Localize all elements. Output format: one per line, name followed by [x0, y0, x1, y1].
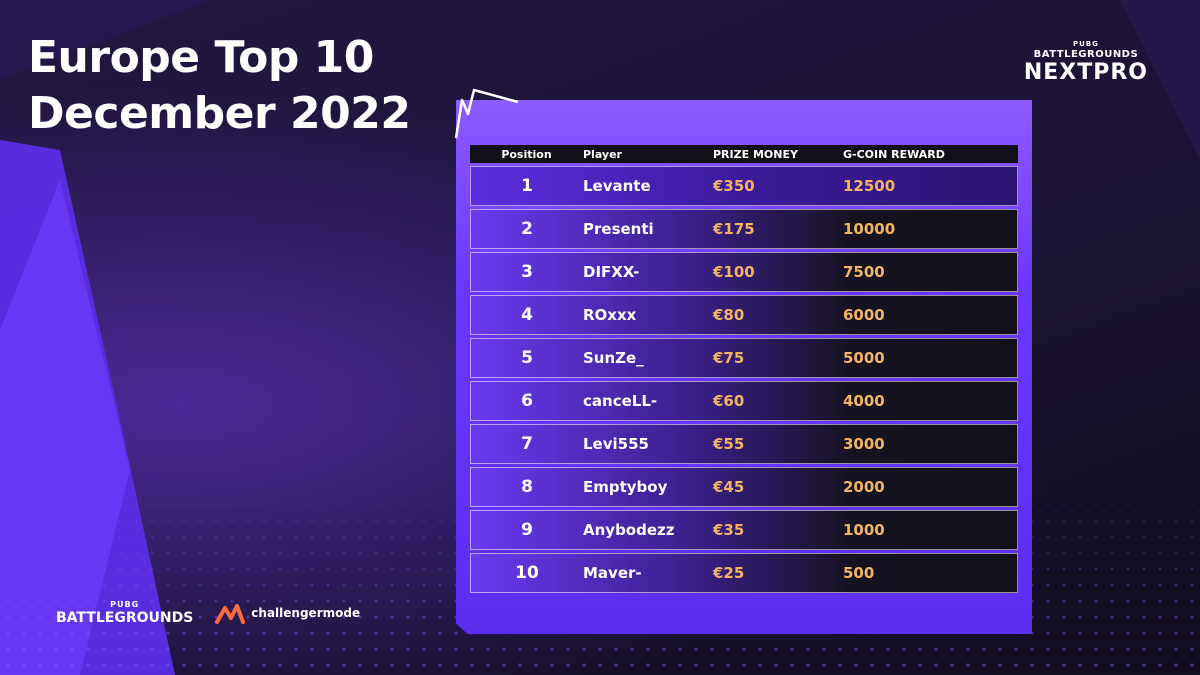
page-title: Europe Top 10 December 2022 [28, 30, 411, 142]
cell-player: Presenti [583, 209, 713, 249]
title-line-2: December 2022 [28, 88, 411, 139]
nextpro-logo: PUBG BATTLEGROUNDS NEXTPRO [1024, 40, 1148, 85]
title-line-1: Europe Top 10 [28, 32, 374, 83]
cell-position: 2 [470, 209, 583, 249]
cell-prize: €350 [713, 166, 843, 206]
cell-coin: 12500 [843, 166, 1018, 206]
pubg-logo-top: PUBG [110, 600, 140, 609]
cell-coin: 5000 [843, 338, 1018, 378]
cell-prize: €55 [713, 424, 843, 464]
cell-player: canceLL- [583, 381, 713, 421]
table-header-row: Position Player PRIZE MONEY G-COIN REWAR… [470, 145, 1018, 163]
spark-icon [454, 88, 519, 139]
header-prize-money: PRIZE MONEY [713, 145, 843, 163]
cell-coin: 3000 [843, 424, 1018, 464]
table-row: 7 Levi555 €55 3000 [470, 424, 1018, 464]
cell-position: 9 [470, 510, 583, 550]
cell-coin: 6000 [843, 295, 1018, 335]
challengermode-icon [215, 604, 246, 624]
cell-player: DIFXX- [583, 252, 713, 292]
table-row: 6 canceLL- €60 4000 [470, 381, 1018, 421]
leaderboard-table: Position Player PRIZE MONEY G-COIN REWAR… [470, 142, 1018, 596]
cell-player: Levi555 [583, 424, 713, 464]
cell-prize: €45 [713, 467, 843, 507]
cell-position: 3 [470, 252, 583, 292]
header-g-coin-reward: G-COIN REWARD [843, 145, 1018, 163]
table-row: 1 Levante €350 12500 [470, 166, 1018, 206]
cell-coin: 2000 [843, 467, 1018, 507]
cell-position: 6 [470, 381, 583, 421]
table-row: 9 Anybodezz €35 1000 [470, 510, 1018, 550]
header-player: Player [583, 145, 713, 163]
cell-coin: 4000 [843, 381, 1018, 421]
table-row: 3 DIFXX- €100 7500 [470, 252, 1018, 292]
table-row: 8 Emptyboy €45 2000 [470, 467, 1018, 507]
cell-position: 4 [470, 295, 583, 335]
cell-prize: €175 [713, 209, 843, 249]
brand-mid: BATTLEGROUNDS [1033, 49, 1139, 60]
cell-prize: €60 [713, 381, 843, 421]
cell-prize: €80 [713, 295, 843, 335]
cell-prize: €35 [713, 510, 843, 550]
cell-position: 10 [470, 553, 583, 593]
cell-coin: 500 [843, 553, 1018, 593]
table-row: 5 SunZe_ €75 5000 [470, 338, 1018, 378]
cell-prize: €75 [713, 338, 843, 378]
cell-prize: €25 [713, 553, 843, 593]
cell-coin: 1000 [843, 510, 1018, 550]
cell-position: 8 [470, 467, 583, 507]
cell-player: ROxxx [583, 295, 713, 335]
pubg-logo: PUBG BATTLEGROUNDS [56, 600, 193, 626]
table-row: 2 Presenti €175 10000 [470, 209, 1018, 249]
cell-prize: €100 [713, 252, 843, 292]
cell-player: Levante [583, 166, 713, 206]
table-row: 10 Maver- €25 500 [470, 553, 1018, 593]
cell-coin: 10000 [843, 209, 1018, 249]
challengermode-logo: challengermode [215, 602, 360, 624]
leaderboard-panel [456, 100, 1032, 634]
table-row: 4 ROxxx €80 6000 [470, 295, 1018, 335]
header-position: Position [470, 145, 583, 163]
footer-logos: PUBG BATTLEGROUNDS challengermode [56, 600, 360, 626]
cell-position: 1 [470, 166, 583, 206]
pubg-logo-bottom: BATTLEGROUNDS [56, 610, 194, 626]
brand-name: NEXTPRO [1023, 60, 1148, 85]
brand-top: PUBG [1072, 40, 1099, 48]
cell-position: 7 [470, 424, 583, 464]
cell-player: Maver- [583, 553, 713, 593]
cell-player: Emptyboy [583, 467, 713, 507]
cell-player: SunZe_ [583, 338, 713, 378]
cell-coin: 7500 [843, 252, 1018, 292]
cell-position: 5 [470, 338, 583, 378]
cell-player: Anybodezz [583, 510, 713, 550]
challengermode-text: challengermode [251, 606, 361, 620]
